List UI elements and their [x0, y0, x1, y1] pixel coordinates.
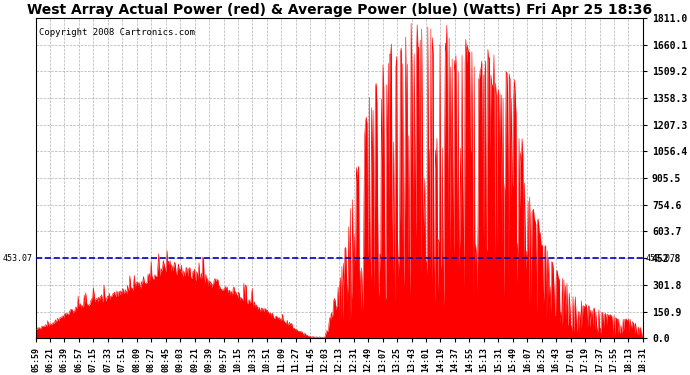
Title: West Array Actual Power (red) & Average Power (blue) (Watts) Fri Apr 25 18:36: West Array Actual Power (red) & Average …: [27, 3, 652, 17]
Text: Copyright 2008 Cartronics.com: Copyright 2008 Cartronics.com: [39, 27, 195, 36]
Text: 453.07: 453.07: [3, 254, 33, 262]
Text: 453.07: 453.07: [646, 254, 676, 262]
